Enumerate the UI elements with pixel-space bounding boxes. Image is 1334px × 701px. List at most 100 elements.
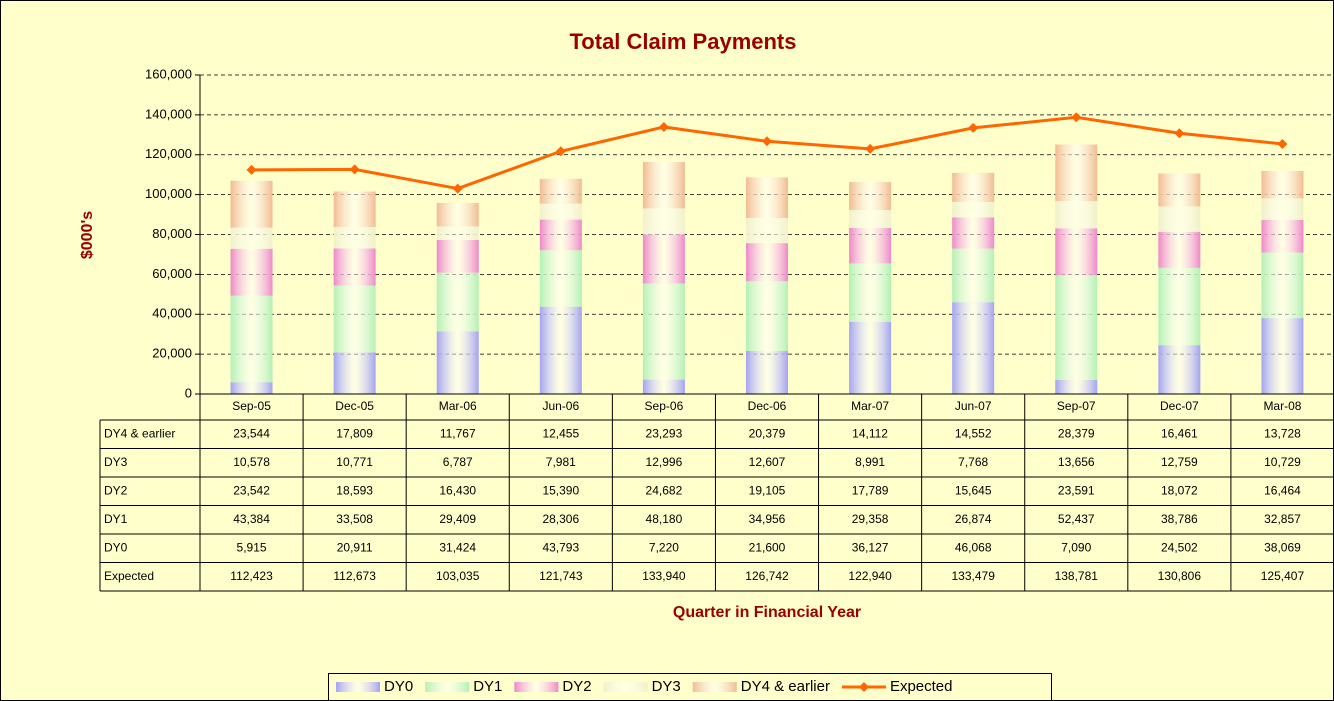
y-tick-label: 100,000 [145,186,192,201]
bar-segment [1055,379,1098,394]
table-cell: 43,384 [233,512,270,526]
table-cell: 5,915 [237,540,267,554]
x-tick-label: Jun-06 [542,399,579,413]
bar-segment [230,180,273,228]
y-tick-label: 140,000 [145,106,192,121]
y-tick-label: 40,000 [152,306,192,321]
legend-swatch [858,682,869,692]
bar-segment [539,219,582,251]
bar-segment [1055,228,1098,276]
table-cell: 10,578 [233,455,270,469]
bar-segment [642,208,685,235]
marker [246,164,257,175]
bar-segment [436,272,479,332]
bar-segment [952,302,995,394]
bar-segment [1158,267,1201,346]
x-tick-label: Dec-07 [1160,399,1199,413]
y-tick-label: 120,000 [145,146,192,161]
table-cell: 20,379 [749,426,786,440]
table-cell: 13,656 [1058,455,1095,469]
table-cell: 23,544 [233,426,270,440]
x-tick-label: Mar-08 [1263,399,1301,413]
table-cell: 15,390 [542,483,579,497]
table-cell: 130,806 [1158,569,1202,583]
table-cell: 138,781 [1055,569,1099,583]
bar-segment [1055,275,1098,380]
chart-title: Total Claim Payments [570,29,797,54]
bar-segment [436,331,479,394]
bar-segment [436,202,479,227]
bar-segment [230,382,273,394]
table-cell: 14,552 [955,426,992,440]
table-cell: 23,591 [1058,483,1095,497]
bar-segment [539,178,582,204]
bar-segment [1261,219,1304,253]
table-cell: 112,423 [230,569,273,583]
bar-segment [746,177,788,219]
bar-segment [539,306,582,394]
y-tick-label: 60,000 [152,266,192,281]
bar-segment [1158,231,1201,268]
table-cell: 24,502 [1161,540,1198,554]
x-axis-title: Quarter in Financial Year [673,604,861,621]
table-cell: 11,767 [440,426,476,440]
table-cell: 133,479 [951,569,995,583]
bar-segment [1158,206,1201,232]
table-cell: 6,787 [443,455,473,469]
table-cell: 43,793 [542,540,579,554]
table-cell: 133,940 [642,569,686,583]
bar-segment [642,283,685,380]
table-cell: 29,409 [439,512,476,526]
table-cell: 8,991 [855,455,885,469]
table-cell: 10,729 [1264,455,1301,469]
table-row-label: DY3 [104,455,128,469]
marker [555,146,566,157]
marker [762,136,772,147]
bar-segment [333,285,376,353]
bar-segment [539,203,582,220]
table-cell: 23,293 [646,426,683,440]
legend-swatch [514,682,559,692]
bar-segment [1158,345,1201,394]
table-cell: 14,112 [852,426,888,440]
table-cell: 126,742 [745,569,789,583]
table-cell: 34,956 [749,512,786,526]
legend-swatch [425,682,470,692]
x-tick-label: Sep-06 [645,399,684,413]
table-cell: 7,220 [649,540,679,554]
bar-segment [1261,252,1304,319]
bar-segment [230,227,273,249]
table-cell: 20,911 [337,540,373,554]
bar-segment [333,191,376,227]
table-cell: 103,035 [436,569,480,583]
bar-segment [539,250,582,307]
table-row-label: DY1 [104,512,128,526]
table-cell: 18,072 [1161,483,1198,497]
table-cell: 48,180 [646,512,683,526]
y-tick-label: 0 [185,385,192,400]
table-cell: 33,508 [336,512,373,526]
table-cell: 112,673 [333,569,376,583]
legend-label: Expected [890,678,953,695]
table-cell: 13,728 [1264,426,1301,440]
bar-segment [333,248,376,286]
bar-segment [436,226,479,240]
table-cell: 15,645 [955,483,992,497]
bar-segment [849,321,892,394]
marker [1071,112,1082,123]
bar-segment [1261,318,1304,394]
bar-segment [230,295,273,383]
bar-segment [436,239,479,273]
marker [1277,138,1288,149]
table-cell: 17,809 [336,426,373,440]
bar-segment [1261,171,1304,199]
table-cell: 38,786 [1161,512,1198,526]
bar-segment [952,217,995,249]
table-cell: 23,542 [233,483,270,497]
legend-label: DY1 [473,678,502,695]
x-tick-label: Sep-05 [232,399,271,413]
table-cell: 12,996 [646,455,683,469]
bar-segment [746,243,788,282]
marker [865,143,876,154]
